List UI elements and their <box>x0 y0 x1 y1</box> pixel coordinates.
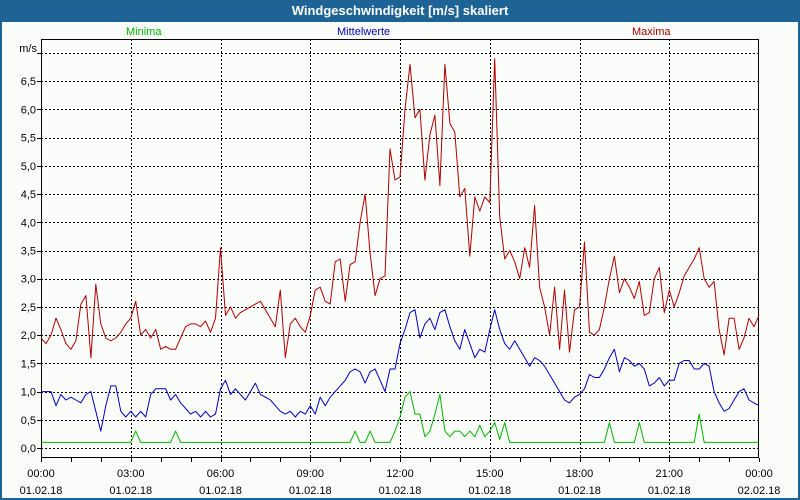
legend-label-mittelwerte: Mittelwerte <box>337 26 391 38</box>
x-tick-time: 21:00 <box>655 468 683 480</box>
x-tick-time: 12:00 <box>386 468 414 480</box>
y-tick-label: 1,0 <box>21 387 36 399</box>
series-line-mittelwerte <box>41 309 760 432</box>
x-tick-date: 01.02.18 <box>109 485 152 497</box>
y-tick-label: 0,5 <box>21 415 36 427</box>
y-unit-label: m/s <box>19 43 37 55</box>
x-axis-labels: 00:00 01.02.18 03:00 01.02.18 06:00 01.02.18 0… <box>20 468 781 497</box>
series-line-maxima <box>40 58 760 359</box>
y-axis-labels: 0,0 0,5 1,0 1,5 2,0 2,5 3,0 3,5 4,0 4,5 5,0 5,5 6,0 6… <box>19 43 37 455</box>
x-tick-date: 01.02.18 <box>20 485 63 497</box>
y-tick-label: 4,5 <box>21 189 36 201</box>
x-tick-time: 03:00 <box>117 468 145 480</box>
x-tick-date: 02.02.18 <box>738 485 781 497</box>
x-tick-date: 01.02.18 <box>648 485 691 497</box>
y-tick-label: 2,5 <box>21 302 36 314</box>
axis-ticks <box>37 53 760 462</box>
x-tick-date: 01.02.18 <box>379 485 422 497</box>
x-tick-time: 06:00 <box>207 468 235 480</box>
x-tick-date: 01.02.18 <box>199 485 242 497</box>
x-tick-time: 00:00 <box>27 468 55 480</box>
y-tick-label: 5,5 <box>21 133 36 145</box>
legend-label-maxima: Maxima <box>632 26 671 38</box>
y-tick-label: 2,0 <box>21 330 36 342</box>
y-tick-label: 6,5 <box>21 76 36 88</box>
x-tick-time: 18:00 <box>566 468 594 480</box>
window-title: Windgeschwindigkeit [m/s] skaliert <box>291 3 509 18</box>
x-tick-time: 00:00 <box>745 468 773 480</box>
x-tick-date: 01.02.18 <box>558 485 601 497</box>
y-tick-label: 1,5 <box>21 358 36 370</box>
y-tick-label: 4,0 <box>21 217 36 229</box>
title-bar: Windgeschwindigkeit [m/s] skaliert <box>0 0 800 22</box>
gridlines <box>41 39 759 458</box>
plot-border <box>41 39 759 458</box>
y-tick-label: 3,5 <box>21 246 36 258</box>
series-line-minima <box>41 391 759 443</box>
y-tick-label: 5,0 <box>21 161 36 173</box>
x-tick-date: 01.02.18 <box>468 485 511 497</box>
x-tick-date: 01.02.18 <box>289 485 332 497</box>
y-tick-label: 3,0 <box>21 274 36 286</box>
x-tick-time: 09:00 <box>296 468 324 480</box>
x-tick-time: 15:00 <box>476 468 504 480</box>
y-tick-label: 6,0 <box>21 104 36 116</box>
y-tick-label: 0,0 <box>21 443 36 455</box>
legend-label-minima: Minima <box>126 26 162 38</box>
